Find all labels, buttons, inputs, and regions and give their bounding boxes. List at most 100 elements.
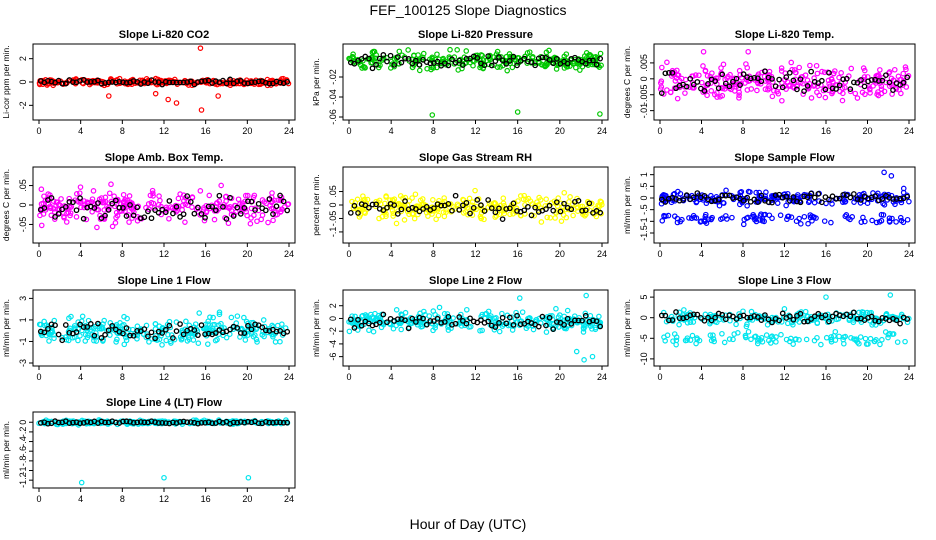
mean-point bbox=[772, 83, 779, 90]
x-tick-label: 4 bbox=[699, 249, 704, 259]
x-tick-label: 8 bbox=[740, 249, 745, 259]
data-point bbox=[676, 321, 682, 328]
data-point bbox=[268, 205, 275, 212]
mean-point bbox=[351, 202, 358, 209]
mean-point bbox=[528, 59, 535, 65]
data-point bbox=[509, 327, 516, 333]
data-point bbox=[242, 192, 249, 199]
data-point bbox=[674, 219, 681, 226]
data-point bbox=[478, 63, 484, 69]
mean-point bbox=[84, 418, 91, 425]
data-point bbox=[719, 92, 726, 99]
data-point bbox=[156, 193, 162, 199]
data-point bbox=[270, 324, 277, 330]
data-point bbox=[190, 337, 197, 343]
mean-point bbox=[826, 196, 832, 203]
x-tick-label: 20 bbox=[555, 249, 565, 259]
mean-point bbox=[514, 312, 520, 319]
panel-7: Slope Line 1 Flow ml/min per min. 0 4 8 12 16 2… bbox=[1, 275, 296, 382]
data-point bbox=[814, 334, 820, 341]
mean-point bbox=[459, 62, 466, 68]
mean-point bbox=[198, 322, 205, 329]
data-point bbox=[775, 90, 782, 97]
mean-point bbox=[712, 314, 718, 321]
mean-point bbox=[155, 209, 162, 216]
data-point bbox=[858, 219, 865, 225]
data-point bbox=[853, 336, 860, 342]
mean-point bbox=[248, 198, 255, 205]
mean-point bbox=[868, 77, 875, 83]
mean-point bbox=[77, 420, 83, 427]
mean-point bbox=[284, 207, 291, 214]
mean-point bbox=[109, 200, 116, 207]
mean-point bbox=[525, 58, 531, 65]
mean-point bbox=[510, 322, 517, 328]
data-point bbox=[711, 338, 718, 345]
data-point bbox=[721, 200, 727, 206]
mean-point bbox=[572, 317, 578, 324]
data-point bbox=[712, 91, 718, 98]
points-group bbox=[36, 45, 292, 113]
mean-point bbox=[786, 313, 793, 320]
data-point bbox=[499, 323, 506, 329]
mean-point bbox=[202, 214, 208, 221]
mean-point bbox=[198, 211, 205, 217]
data-point bbox=[821, 218, 828, 224]
mean-point bbox=[708, 317, 715, 324]
data-point bbox=[205, 341, 211, 347]
data-point bbox=[678, 75, 685, 82]
mean-point bbox=[70, 199, 76, 206]
mean-point bbox=[445, 201, 452, 207]
panel-title: Slope Li-820 CO2 bbox=[119, 29, 209, 41]
data-point bbox=[211, 216, 218, 223]
mean-point bbox=[98, 335, 105, 341]
mean-point bbox=[463, 199, 470, 206]
data-point bbox=[223, 198, 229, 204]
y-tick-label: -2 bbox=[328, 327, 338, 335]
mean-point bbox=[373, 61, 379, 68]
mean-point bbox=[409, 60, 416, 67]
mean-point bbox=[463, 320, 470, 327]
mean-point bbox=[438, 202, 445, 209]
x-tick-label: 16 bbox=[201, 372, 211, 382]
mean-point bbox=[510, 200, 517, 207]
mean-point bbox=[829, 193, 836, 200]
mean-point bbox=[252, 79, 258, 85]
data-point bbox=[867, 335, 874, 342]
outlier-point bbox=[887, 292, 894, 298]
data-point bbox=[736, 92, 742, 98]
data-point bbox=[730, 336, 736, 343]
mean-point bbox=[840, 76, 847, 83]
data-point bbox=[373, 52, 380, 58]
data-point bbox=[878, 211, 885, 218]
data-point bbox=[149, 187, 156, 194]
y-tick-label: .05 bbox=[18, 179, 28, 192]
mean-point bbox=[266, 196, 273, 202]
mean-point bbox=[177, 321, 183, 327]
mean-point bbox=[694, 79, 701, 85]
data-point bbox=[729, 214, 735, 221]
mean-point bbox=[230, 419, 237, 426]
mean-point bbox=[280, 198, 287, 205]
data-point bbox=[393, 220, 400, 227]
data-point bbox=[861, 190, 867, 197]
mean-point bbox=[162, 326, 169, 333]
mean-point bbox=[262, 327, 269, 334]
mean-point bbox=[561, 200, 567, 207]
x-tick-label: 20 bbox=[242, 249, 252, 259]
x-tick-label: 24 bbox=[904, 372, 914, 382]
x-tick-label: 8 bbox=[120, 126, 125, 136]
mean-point bbox=[590, 317, 596, 324]
mean-point bbox=[481, 62, 488, 69]
data-point bbox=[684, 337, 690, 343]
mean-point bbox=[402, 198, 408, 204]
mean-point bbox=[496, 320, 502, 326]
mean-point bbox=[851, 79, 857, 86]
mean-point bbox=[173, 79, 180, 86]
y-tick-label: .05 bbox=[328, 185, 338, 198]
mean-point bbox=[561, 321, 567, 328]
x-tick-label: 20 bbox=[242, 494, 252, 504]
data-point bbox=[126, 193, 133, 199]
data-point bbox=[903, 66, 909, 73]
